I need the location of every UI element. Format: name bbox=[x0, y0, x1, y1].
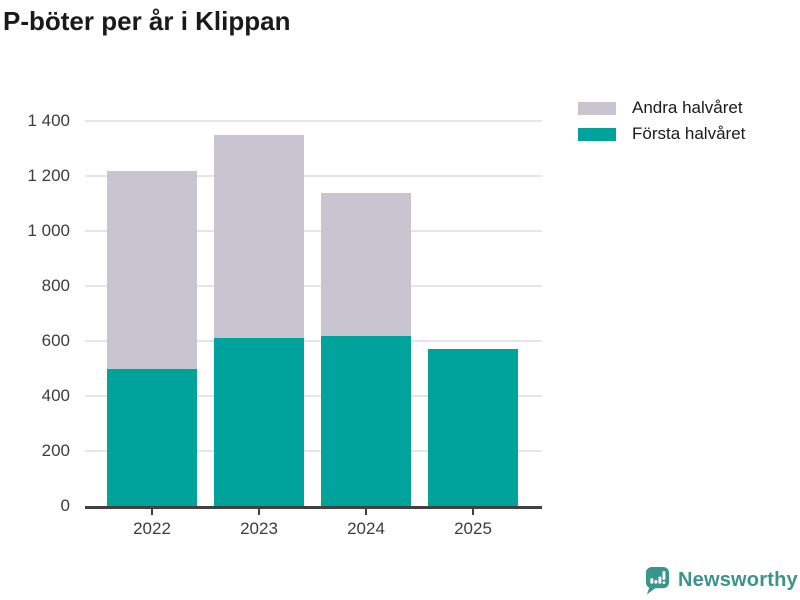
y-tick-label: 800 bbox=[41, 276, 70, 295]
y-gridline bbox=[85, 450, 542, 452]
y-gridline bbox=[85, 175, 542, 177]
branding: Newsworthy bbox=[645, 566, 798, 595]
x-axis-tick bbox=[151, 509, 153, 515]
bar-segment-2022 bbox=[107, 170, 197, 369]
x-tick-label: 2024 bbox=[347, 519, 385, 538]
x-tick-label: 2022 bbox=[133, 519, 171, 538]
legend-swatch bbox=[578, 101, 616, 115]
y-gridline bbox=[85, 120, 542, 122]
legend-row: Första halvåret bbox=[578, 121, 745, 147]
y-tick-label: 1 000 bbox=[27, 221, 70, 240]
y-tick-label: 400 bbox=[41, 386, 70, 405]
y-gridline bbox=[85, 395, 542, 397]
x-axis-tick bbox=[365, 509, 367, 515]
bar-segment-2024 bbox=[321, 192, 411, 336]
newsworthy-bubble-chart-icon bbox=[645, 566, 670, 595]
y-tick-label: 1 200 bbox=[27, 166, 70, 185]
bar-segment-2023 bbox=[214, 134, 304, 339]
legend-label: Första halvåret bbox=[632, 124, 746, 143]
bar-segment-2024 bbox=[321, 335, 411, 506]
y-gridline bbox=[85, 285, 542, 287]
x-axis-tick bbox=[258, 509, 260, 515]
x-axis-tick bbox=[472, 509, 474, 515]
y-tick-label: 600 bbox=[41, 331, 70, 350]
y-tick-label: 0 bbox=[60, 496, 70, 515]
x-tick-label: 2023 bbox=[240, 519, 278, 538]
legend-swatch bbox=[578, 127, 616, 141]
y-gridline bbox=[85, 230, 542, 232]
x-axis-line bbox=[85, 506, 542, 509]
newsworthy-logo-text: Newsworthy bbox=[678, 569, 798, 591]
legend: Andra halvåret Första halvåret bbox=[578, 95, 745, 147]
chart-title: P-böter per år i Klippan bbox=[3, 6, 291, 36]
legend-label: Andra halvåret bbox=[632, 98, 743, 117]
bar-segment-2023 bbox=[214, 338, 304, 506]
bar-segment-2022 bbox=[107, 368, 197, 506]
bar-segment-2025 bbox=[428, 349, 518, 506]
y-tick-label: 200 bbox=[41, 441, 70, 460]
legend-row: Andra halvåret bbox=[578, 95, 745, 121]
y-tick-label: 1 400 bbox=[27, 111, 70, 130]
y-gridline bbox=[85, 340, 542, 342]
x-tick-label: 2025 bbox=[454, 519, 492, 538]
